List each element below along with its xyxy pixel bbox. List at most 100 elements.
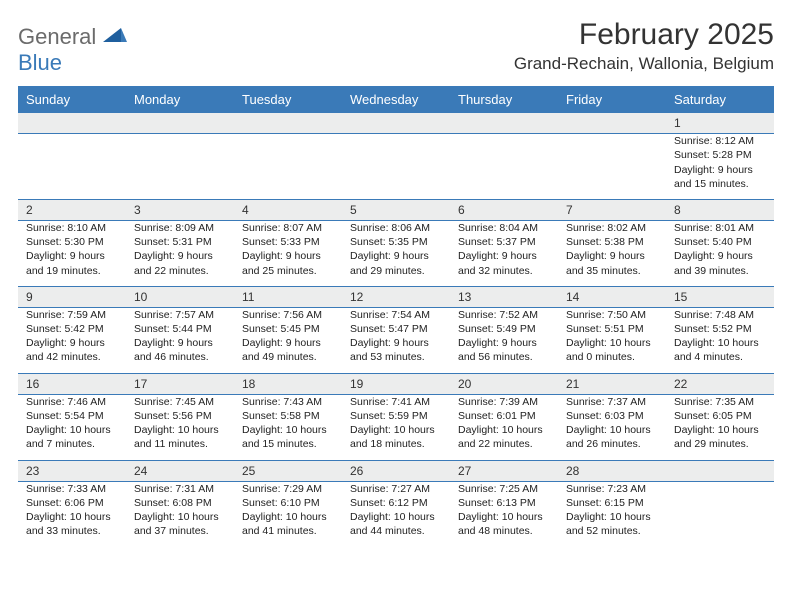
sunrise-text: Sunrise: 7:48 AM <box>674 308 768 322</box>
daylight-text: and 52 minutes. <box>566 524 660 538</box>
daylight-text: Daylight: 10 hours <box>134 423 228 437</box>
day-cell: Sunrise: 7:25 AMSunset: 6:13 PMDaylight:… <box>450 481 558 546</box>
day-cell: Sunrise: 8:10 AMSunset: 5:30 PMDaylight:… <box>18 221 126 287</box>
sunset-text: Sunset: 5:31 PM <box>134 235 228 249</box>
day-number <box>450 113 558 134</box>
daylight-text: and 4 minutes. <box>674 350 768 364</box>
sunrise-text: Sunrise: 7:45 AM <box>134 395 228 409</box>
day-number: 6 <box>450 199 558 220</box>
daylight-text: Daylight: 9 hours <box>674 163 768 177</box>
daylight-text: Daylight: 10 hours <box>566 336 660 350</box>
sunrise-text: Sunrise: 7:31 AM <box>134 482 228 496</box>
day-number: 27 <box>450 460 558 481</box>
day-cell <box>558 134 666 200</box>
sunrise-text: Sunrise: 7:41 AM <box>350 395 444 409</box>
daylight-text: Daylight: 10 hours <box>458 423 552 437</box>
day-number-row: 1 <box>18 113 774 134</box>
title-block: February 2025 Grand-Rechain, Wallonia, B… <box>514 18 774 74</box>
day-number <box>558 113 666 134</box>
sunrise-text: Sunrise: 7:29 AM <box>242 482 336 496</box>
day-number: 12 <box>342 286 450 307</box>
day-detail-row: Sunrise: 7:46 AMSunset: 5:54 PMDaylight:… <box>18 394 774 460</box>
daylight-text: Daylight: 9 hours <box>350 249 444 263</box>
daylight-text: and 53 minutes. <box>350 350 444 364</box>
sunset-text: Sunset: 5:45 PM <box>242 322 336 336</box>
daylight-text: and 42 minutes. <box>26 350 120 364</box>
sunset-text: Sunset: 6:12 PM <box>350 496 444 510</box>
sunrise-text: Sunrise: 7:39 AM <box>458 395 552 409</box>
sunrise-text: Sunrise: 8:06 AM <box>350 221 444 235</box>
sunset-text: Sunset: 6:05 PM <box>674 409 768 423</box>
sunrise-text: Sunrise: 7:57 AM <box>134 308 228 322</box>
day-header: Monday <box>126 86 234 113</box>
day-number: 4 <box>234 199 342 220</box>
day-header: Thursday <box>450 86 558 113</box>
daylight-text: Daylight: 10 hours <box>134 510 228 524</box>
day-cell <box>666 481 774 546</box>
sunset-text: Sunset: 6:08 PM <box>134 496 228 510</box>
daylight-text: Daylight: 10 hours <box>242 423 336 437</box>
day-number: 28 <box>558 460 666 481</box>
day-cell <box>450 134 558 200</box>
day-number: 10 <box>126 286 234 307</box>
brand-logo: General Blue <box>18 24 127 76</box>
sunset-text: Sunset: 5:37 PM <box>458 235 552 249</box>
day-cell <box>234 134 342 200</box>
day-cell: Sunrise: 7:27 AMSunset: 6:12 PMDaylight:… <box>342 481 450 546</box>
day-number <box>126 113 234 134</box>
day-number-row: 232425262728 <box>18 460 774 481</box>
sunset-text: Sunset: 6:03 PM <box>566 409 660 423</box>
day-detail-row: Sunrise: 8:12 AMSunset: 5:28 PMDaylight:… <box>18 134 774 200</box>
day-cell: Sunrise: 7:33 AMSunset: 6:06 PMDaylight:… <box>18 481 126 546</box>
day-number <box>342 113 450 134</box>
day-header: Wednesday <box>342 86 450 113</box>
month-title: February 2025 <box>514 18 774 52</box>
daylight-text: and 46 minutes. <box>134 350 228 364</box>
day-cell: Sunrise: 7:52 AMSunset: 5:49 PMDaylight:… <box>450 307 558 373</box>
daylight-text: and 49 minutes. <box>242 350 336 364</box>
daylight-text: and 29 minutes. <box>350 264 444 278</box>
day-cell: Sunrise: 8:09 AMSunset: 5:31 PMDaylight:… <box>126 221 234 287</box>
sunset-text: Sunset: 5:59 PM <box>350 409 444 423</box>
sunrise-text: Sunrise: 8:12 AM <box>674 134 768 148</box>
daylight-text: Daylight: 10 hours <box>458 510 552 524</box>
sunset-text: Sunset: 5:44 PM <box>134 322 228 336</box>
location-subtitle: Grand-Rechain, Wallonia, Belgium <box>514 54 774 74</box>
daylight-text: Daylight: 9 hours <box>242 336 336 350</box>
day-number: 25 <box>234 460 342 481</box>
daylight-text: and 11 minutes. <box>134 437 228 451</box>
day-number: 17 <box>126 373 234 394</box>
day-cell: Sunrise: 7:31 AMSunset: 6:08 PMDaylight:… <box>126 481 234 546</box>
day-number: 21 <box>558 373 666 394</box>
day-header: Saturday <box>666 86 774 113</box>
daylight-text: and 15 minutes. <box>242 437 336 451</box>
sunrise-text: Sunrise: 7:54 AM <box>350 308 444 322</box>
day-number <box>18 113 126 134</box>
daylight-text: Daylight: 10 hours <box>350 510 444 524</box>
day-cell: Sunrise: 8:01 AMSunset: 5:40 PMDaylight:… <box>666 221 774 287</box>
daylight-text: and 18 minutes. <box>350 437 444 451</box>
sunrise-text: Sunrise: 7:59 AM <box>26 308 120 322</box>
sunset-text: Sunset: 5:40 PM <box>674 235 768 249</box>
day-number: 2 <box>18 199 126 220</box>
sunrise-text: Sunrise: 7:50 AM <box>566 308 660 322</box>
day-number: 11 <box>234 286 342 307</box>
day-cell: Sunrise: 7:35 AMSunset: 6:05 PMDaylight:… <box>666 394 774 460</box>
day-cell: Sunrise: 7:39 AMSunset: 6:01 PMDaylight:… <box>450 394 558 460</box>
day-number: 20 <box>450 373 558 394</box>
day-header: Tuesday <box>234 86 342 113</box>
daylight-text: Daylight: 10 hours <box>26 423 120 437</box>
day-cell: Sunrise: 7:46 AMSunset: 5:54 PMDaylight:… <box>18 394 126 460</box>
day-cell: Sunrise: 7:45 AMSunset: 5:56 PMDaylight:… <box>126 394 234 460</box>
daylight-text: Daylight: 9 hours <box>242 249 336 263</box>
daylight-text: and 7 minutes. <box>26 437 120 451</box>
sunset-text: Sunset: 5:35 PM <box>350 235 444 249</box>
day-number: 8 <box>666 199 774 220</box>
sunset-text: Sunset: 5:52 PM <box>674 322 768 336</box>
sunset-text: Sunset: 5:54 PM <box>26 409 120 423</box>
day-number: 9 <box>18 286 126 307</box>
day-number-row: 16171819202122 <box>18 373 774 394</box>
daylight-text: Daylight: 10 hours <box>566 423 660 437</box>
day-number: 5 <box>342 199 450 220</box>
daylight-text: and 37 minutes. <box>134 524 228 538</box>
